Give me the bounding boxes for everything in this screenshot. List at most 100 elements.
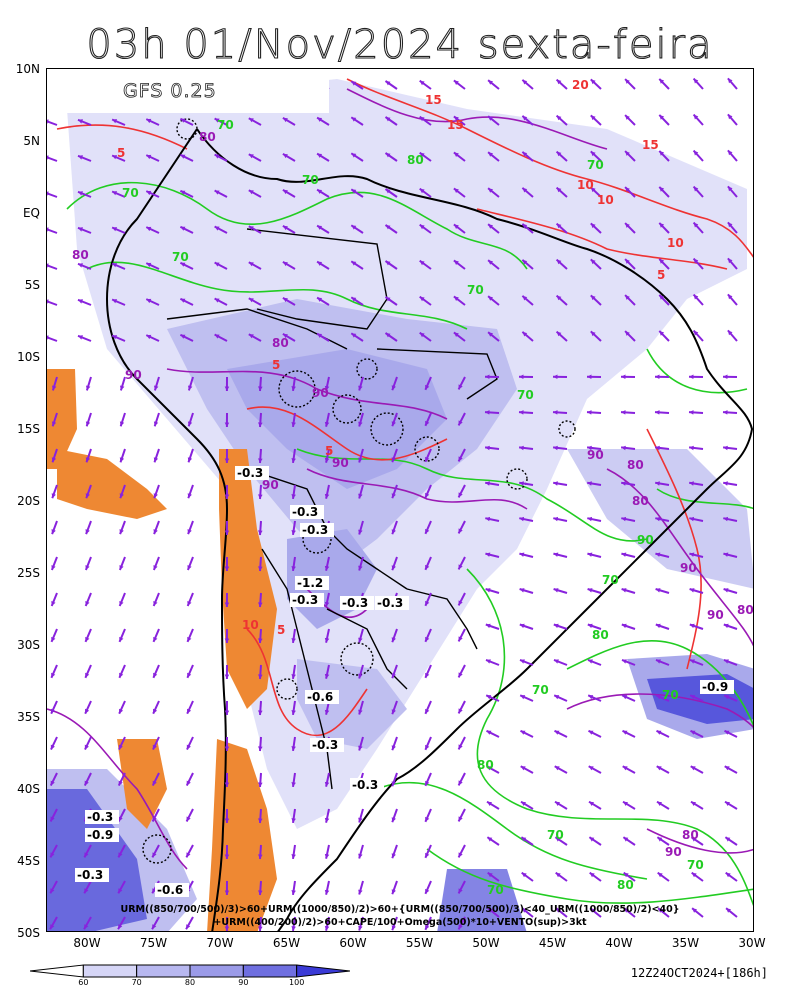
wind-arrow-head <box>51 601 56 606</box>
wind-arrow-head <box>385 81 391 86</box>
contour-label: 80 <box>617 878 634 892</box>
wind-arrow-head <box>554 730 560 735</box>
contour-label: 5 <box>277 623 285 637</box>
wind-arrow-head <box>118 888 123 894</box>
wind-arrow-head <box>487 801 492 806</box>
wind-arrow-head <box>725 801 730 806</box>
wind-arrow-head <box>291 818 296 823</box>
wind-arrow-head <box>50 816 55 822</box>
wind-arrow-head <box>693 186 699 192</box>
wind-arrow-head <box>317 153 323 158</box>
wind-arrow-head <box>488 152 493 157</box>
wind-arrow-head <box>623 801 628 806</box>
wind-arrow-head <box>453 332 459 337</box>
lon-label: 40W <box>605 936 633 950</box>
wind-arrow-head <box>519 481 524 486</box>
wind-arrow-head <box>258 530 263 535</box>
wind-arrow-head <box>486 766 492 771</box>
lat-label: 30S <box>17 638 40 652</box>
wind-arrow-head <box>146 334 152 340</box>
wind-arrow-head <box>119 457 125 463</box>
wind-arrow-head <box>520 659 525 664</box>
wind-arrow-head <box>391 853 396 859</box>
wind-arrow-head <box>556 79 562 85</box>
contour-label: 80 <box>199 130 216 144</box>
wind-arrow-head <box>655 588 661 593</box>
wind-arrow-head <box>621 481 626 486</box>
lon-label: 45W <box>538 936 567 950</box>
wind-arrow-head <box>659 222 665 228</box>
wind-arrow-head <box>85 529 90 535</box>
wind-arrow-head <box>689 552 695 557</box>
wind-arrow-head <box>224 566 230 571</box>
wind-arrow-head <box>214 226 220 231</box>
contour-label: -0.3 <box>292 593 318 607</box>
wind-arrow-head <box>186 744 191 750</box>
wind-arrow-head <box>419 188 425 194</box>
wind-arrow-head <box>78 299 83 304</box>
wind-arrow-head <box>324 601 330 607</box>
wind-arrow-head <box>521 837 527 842</box>
wind-arrow-head <box>78 227 83 232</box>
wind-arrow-head <box>146 154 152 160</box>
wind-arrow-head <box>690 695 696 700</box>
wind-arrow-head <box>519 588 525 593</box>
wind-arrow-head <box>587 623 593 629</box>
wind-arrow-head <box>419 332 425 338</box>
wind-arrow-head <box>556 908 561 913</box>
wind-arrow-head <box>248 190 254 195</box>
wind-arrow <box>47 192 58 198</box>
colorbar-segment <box>136 964 191 978</box>
contour-label: 70 <box>532 683 549 697</box>
wind-arrow-head <box>282 261 288 267</box>
wind-arrow-head <box>291 386 296 391</box>
wind-arrow-head <box>118 852 123 858</box>
colorbar-segment <box>242 964 298 978</box>
wind-arrow-head <box>590 79 596 85</box>
wind-arrow-head <box>119 493 124 499</box>
wind-arrow-head <box>224 818 230 823</box>
wind-arrow-head <box>188 385 193 391</box>
wind-arrow-head <box>153 565 158 570</box>
wind-arrow-head <box>152 888 157 894</box>
contour-label: 70 <box>217 118 234 132</box>
contour-label: 70 <box>587 158 604 172</box>
wind-arrow-head <box>656 659 661 664</box>
wind-arrow-head <box>690 766 696 771</box>
wind-arrow-head <box>522 908 527 913</box>
wind-arrow-head <box>486 695 492 700</box>
wind-arrow-head <box>727 150 733 156</box>
wind-arrow-head <box>291 926 296 931</box>
wind-arrow-head <box>724 659 729 664</box>
wind-arrow-head <box>324 709 330 715</box>
colorbar-tick-label: 90 <box>238 978 249 987</box>
map-title: 03h 01/Nov/2024 sexta-feira <box>86 21 714 68</box>
wind-arrow-head <box>693 150 699 156</box>
contour-label: -0.9 <box>87 828 113 842</box>
lat-label: 25S <box>17 566 40 580</box>
wind-arrow-head <box>657 801 662 806</box>
contour-label: 80 <box>737 603 754 617</box>
wind-arrow-head <box>258 422 263 427</box>
wind-arrow-head <box>358 565 363 571</box>
wind-arrow-head <box>556 115 562 121</box>
wind-arrow-head <box>556 331 562 337</box>
wind-arrow-head <box>689 623 695 629</box>
wind-arrow-head <box>655 516 661 522</box>
wind-arrow-head <box>50 852 55 858</box>
lon-label: 35W <box>671 936 700 950</box>
wind-arrow-head <box>224 602 230 607</box>
wind-arrow-head <box>425 744 430 750</box>
wind-arrow-head <box>85 457 91 463</box>
contour-label: 90 <box>587 448 604 462</box>
wind-arrow-head <box>187 672 192 678</box>
contour-label: 90 <box>637 533 654 547</box>
wind-arrow-head <box>258 566 263 571</box>
wind-arrow-head <box>425 492 430 498</box>
wind-arrow-head <box>519 374 524 379</box>
wind-arrow-head <box>180 298 186 303</box>
wind-arrow-head <box>324 853 330 859</box>
colorbar-segment <box>82 964 138 978</box>
purple-contours <box>47 88 753 870</box>
wind-arrow-head <box>723 481 728 486</box>
